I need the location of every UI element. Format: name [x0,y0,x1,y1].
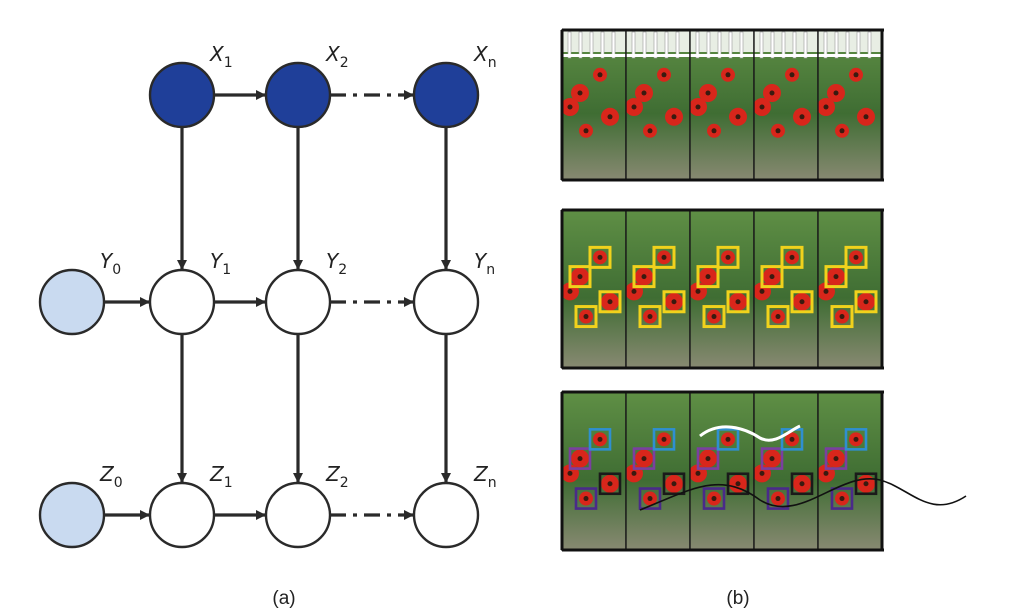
edges [104,90,451,520]
node-label: X1 [209,42,233,71]
node-circle [412,481,480,549]
node-label: Zn [473,462,497,491]
caption-a: (a) [272,588,295,609]
node-label: X2 [325,42,349,71]
video-frame [754,392,818,550]
node-Z0: Z0 [38,462,123,549]
node-circle [38,481,106,549]
node-label: Y2 [326,249,347,278]
node-label: Z0 [99,462,123,491]
node-Z2: Z2 [264,462,349,549]
node-circle [264,481,332,549]
frame-stacks-illustration [560,28,967,552]
video-frame [690,30,754,180]
node-Z1: Z1 [148,462,233,549]
video-frame [754,210,818,368]
frame-stack-tracks [560,390,967,552]
node-Yn: Yn [412,249,495,336]
node-circle [148,481,216,549]
node-circle [38,268,106,336]
video-frame [690,210,754,368]
frame-stack-detections [560,208,884,370]
node-X1: X1 [148,42,233,129]
trajectory-curve [699,424,801,442]
node-Y0: Y0 [38,249,121,336]
video-frame [818,392,882,550]
video-frame [562,392,626,550]
video-frame [562,210,626,368]
graphical-model: X1 X2 Xn Y0 Y1 Y2 Yn Z0 Z1 Z2 Zn (a) [38,42,497,609]
node-label: Y0 [100,249,121,278]
nodes: X1 X2 Xn Y0 Y1 Y2 Yn Z0 Z1 Z2 Zn [38,42,497,549]
node-X2: X2 [264,42,349,129]
video-frame [690,392,754,550]
node-circle [148,268,216,336]
node-Zn: Zn [412,462,497,549]
trajectory-curve [639,477,967,511]
video-frame [626,210,690,368]
node-circle [412,61,480,129]
node-label: Y1 [210,249,231,278]
node-label: Z1 [209,462,233,491]
node-circle [264,268,332,336]
node-Y2: Y2 [264,249,347,336]
frame-stack-video-frames [560,28,884,182]
video-frame [818,30,882,180]
node-label: Xn [473,42,497,71]
node-label: Z2 [325,462,349,491]
caption-b: (b) [726,588,749,609]
node-circle [148,61,216,129]
video-frame [626,30,690,180]
node-label: Yn [474,249,495,278]
video-frame [562,30,626,180]
node-circle [412,268,480,336]
node-circle [264,61,332,129]
video-frame [754,30,818,180]
video-frame [818,210,882,368]
node-Y1: Y1 [148,249,231,336]
video-frame [626,392,690,550]
node-Xn: Xn [412,42,497,129]
